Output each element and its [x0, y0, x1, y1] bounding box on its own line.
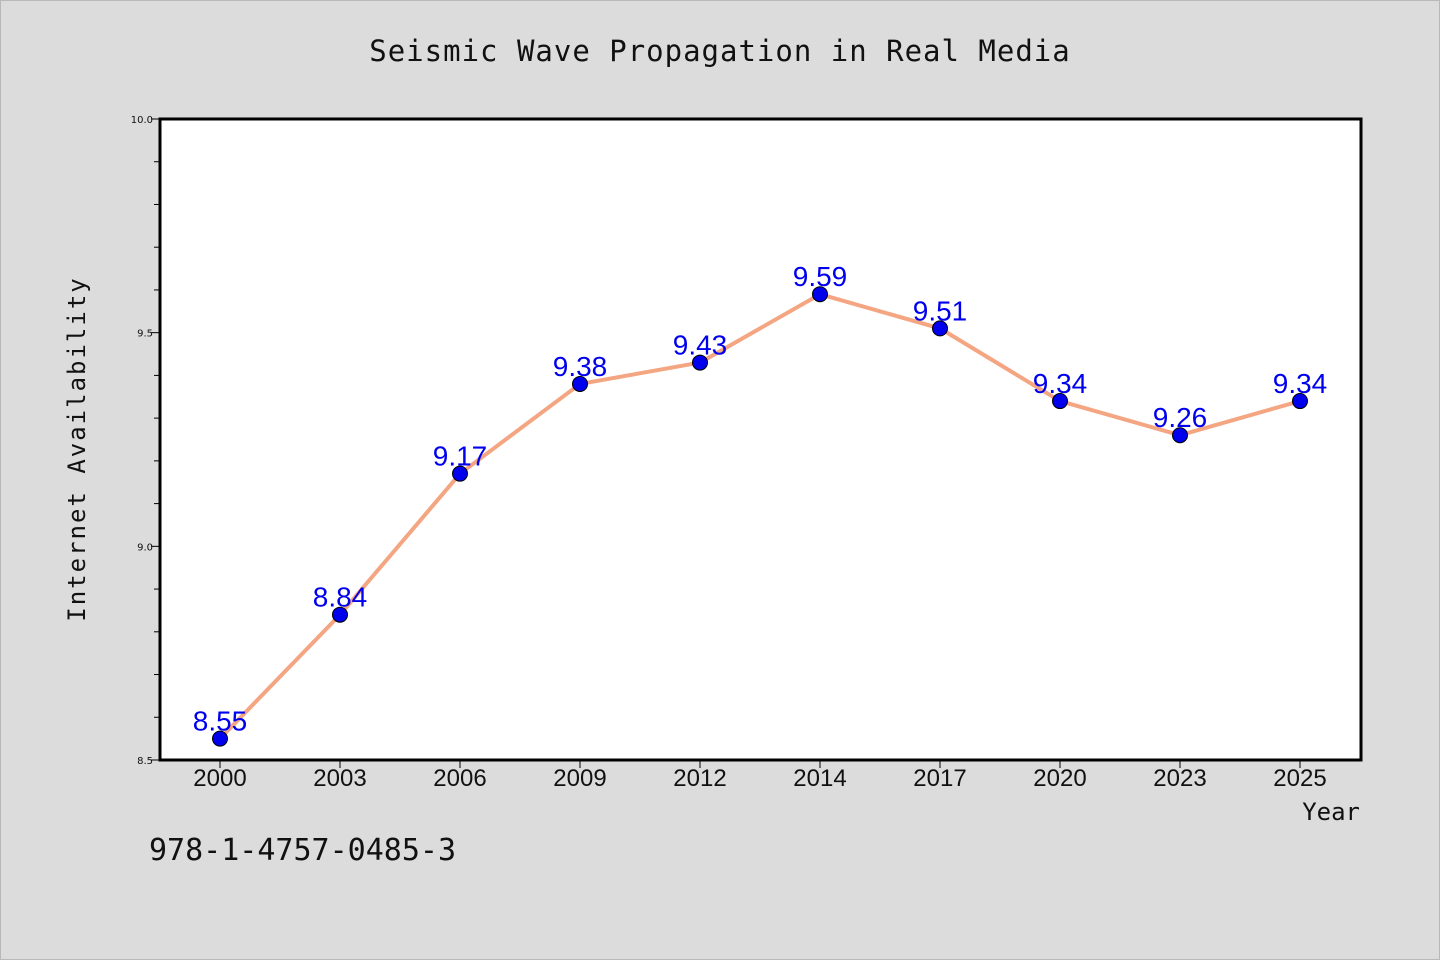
- y-axis: 8.5 9.0 9.5 10.0: [131, 115, 160, 767]
- markers: [212, 286, 1308, 747]
- x-tick-label: 2000: [193, 765, 246, 792]
- y-tick-label: 10.0: [131, 115, 153, 126]
- chart-title: Seismic Wave Propagation in Real Media: [369, 34, 1071, 68]
- data-point: [1172, 427, 1188, 444]
- x-tick-label: 2006: [433, 765, 486, 792]
- x-tick-label: 2023: [1153, 765, 1206, 792]
- y-tick-label: 9.0: [137, 542, 153, 553]
- x-tick-label: 2017: [913, 765, 966, 792]
- data-point: [692, 354, 708, 371]
- y-axis-label: Internet Availability: [63, 276, 91, 621]
- data-point: [452, 465, 468, 482]
- x-tick-label: 2020: [1033, 765, 1086, 792]
- data-label: 9.26: [1153, 402, 1208, 433]
- series-line: [218, 292, 1301, 741]
- data-point: [572, 375, 588, 392]
- plot-area: [158, 117, 1363, 762]
- data-point: [932, 320, 948, 337]
- data-label: 9.43: [673, 330, 728, 361]
- data-label: 9.34: [1273, 368, 1328, 399]
- data-label: 8.55: [193, 706, 248, 737]
- x-axis-label: Year: [1302, 798, 1360, 826]
- x-tick-label: 2012: [673, 765, 726, 792]
- data-point: [1052, 393, 1068, 410]
- data-label: 8.84: [313, 582, 368, 613]
- data-point: [332, 606, 348, 623]
- data-point: [212, 730, 228, 747]
- data-labels: 8.55 8.84 9.17 9.38 9.43 9.59 9.51 9.34 9.26 9.34: [193, 261, 1328, 736]
- data-label: 9.38: [553, 351, 608, 382]
- x-tick-label: 2003: [313, 765, 366, 792]
- data-label: 9.34: [1033, 368, 1088, 399]
- data-point: [1292, 393, 1308, 410]
- data-label: 9.17: [433, 441, 488, 472]
- y-tick-label: 8.5: [137, 756, 153, 767]
- y-tick-label: 9.5: [137, 329, 153, 340]
- x-tick-label: 2014: [793, 765, 846, 792]
- isbn-text: 978-1-4757-0485-3: [149, 833, 457, 868]
- x-tick-label: 2009: [553, 765, 606, 792]
- data-label: 9.59: [793, 261, 848, 292]
- data-label: 9.51: [913, 295, 968, 326]
- x-axis: 2000 2003 2006 2009 2012 2014 2017 2020 2023 2025: [193, 760, 1327, 792]
- data-point: [812, 286, 828, 303]
- x-tick-label: 2025: [1273, 765, 1326, 792]
